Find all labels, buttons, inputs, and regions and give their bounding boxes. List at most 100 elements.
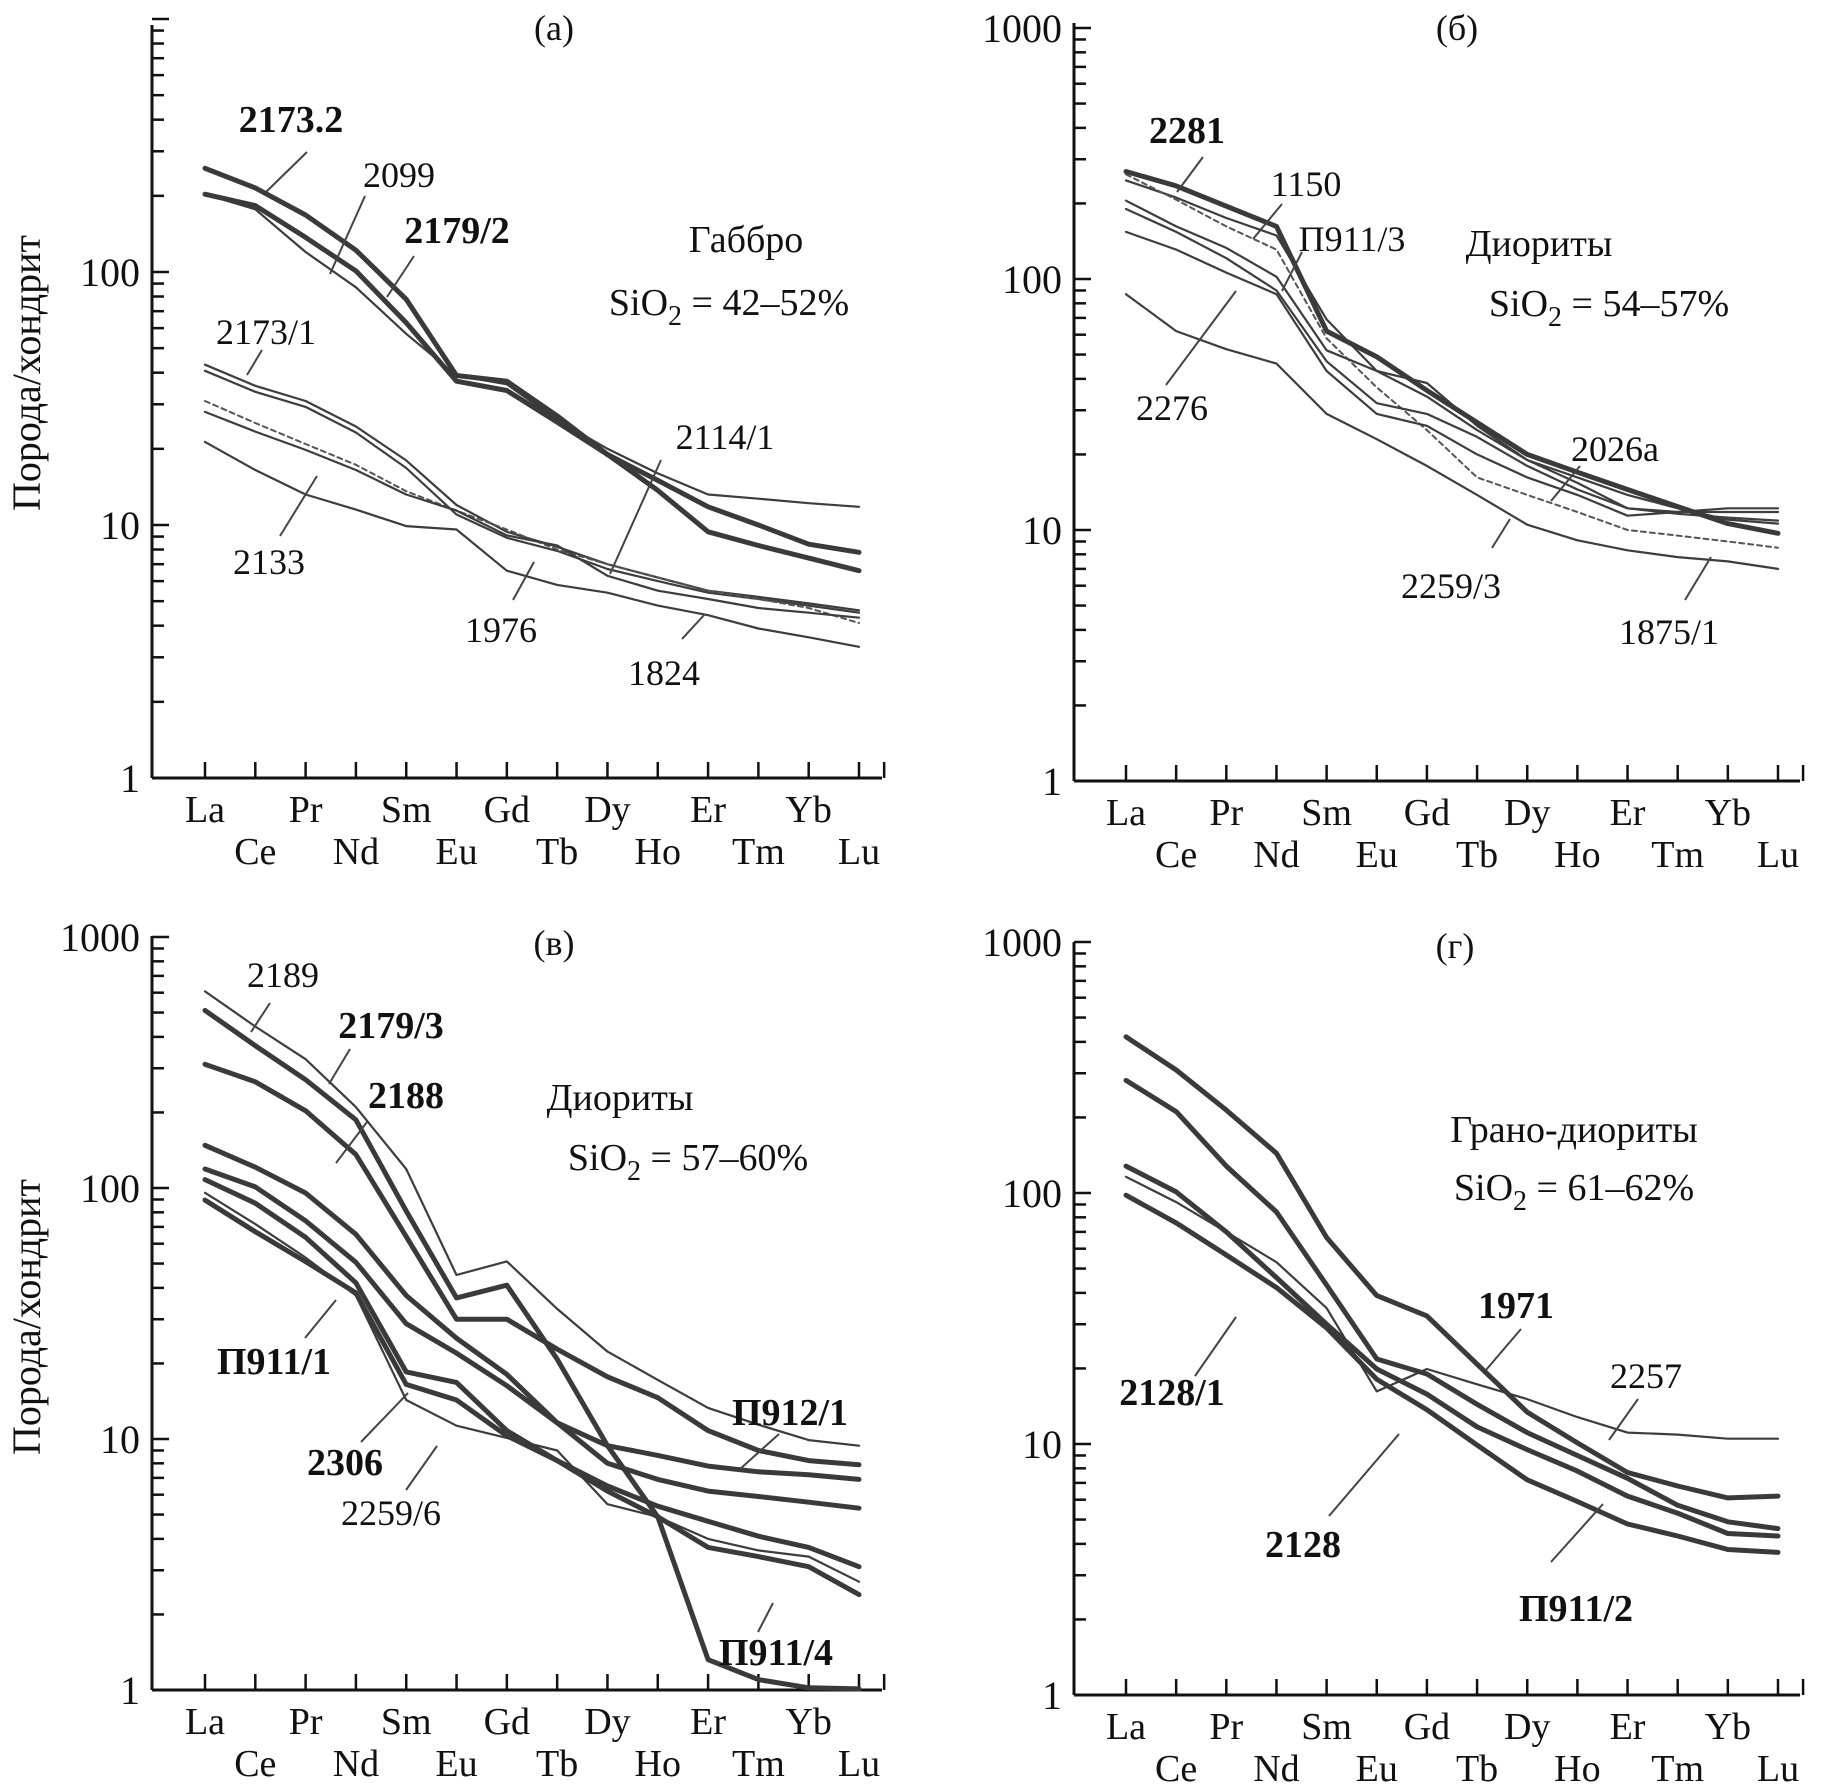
silica-formula: SiO <box>568 1137 627 1179</box>
x-tick-label-pr: Pr <box>289 789 323 831</box>
x-tick-label-tm: Tm <box>1651 834 1704 876</box>
label-leader-line <box>1165 290 1237 386</box>
x-tick-label-ce: Ce <box>1155 1748 1197 1790</box>
series-line-2259-6 <box>203 1191 861 1583</box>
x-tick-label-er: Er <box>690 1701 726 1743</box>
label-leader-line <box>1550 465 1581 502</box>
sample-label: 2257 <box>1610 1356 1682 1396</box>
x-tick-label-lu: Lu <box>1757 834 1799 876</box>
label-leader-line <box>1684 556 1712 601</box>
rock-type-title: Диориты <box>1466 223 1613 265</box>
silica-range: = 57–60% <box>641 1137 808 1179</box>
series-line-2188 <box>202 1061 862 1468</box>
x-tick-label-gd: Gd <box>484 1701 530 1743</box>
series-line-2173-2 <box>202 165 862 555</box>
y-tick-label: 1 <box>120 756 140 801</box>
silica-range: = 42–52% <box>682 282 849 324</box>
sample-label: 2276 <box>1136 388 1208 428</box>
y-tick-label: 10 <box>1022 1422 1062 1467</box>
series-line-П911-3 <box>1124 199 1780 514</box>
sample-label: 1150 <box>1271 164 1342 204</box>
x-tick-label-er: Er <box>1610 792 1646 834</box>
series-line-1971 <box>1123 1034 1781 1501</box>
label-leader-line <box>304 1299 337 1339</box>
sample-label: 2189 <box>247 955 319 995</box>
series-line-2133 <box>203 410 861 619</box>
x-tick-label-la: La <box>1106 792 1146 834</box>
label-leader-line <box>246 349 263 376</box>
label-leader-line <box>1485 1328 1522 1371</box>
x-tick-label-sm: Sm <box>1301 1706 1352 1748</box>
label-leader-line <box>739 1433 780 1470</box>
x-tick-label-er: Er <box>1610 1706 1646 1748</box>
label-leader-line <box>360 1392 409 1443</box>
y-tick-label: 10 <box>100 503 140 548</box>
x-tick-label-tb: Tb <box>1456 1748 1498 1790</box>
silica-range-label: SiO2 = 54–57% <box>1489 283 1729 333</box>
x-tick-label-eu: Eu <box>1356 834 1398 876</box>
label-leader-line <box>1550 1503 1604 1563</box>
sample-label: 2128 <box>1265 1524 1341 1566</box>
y-tick-label: 1000 <box>982 920 1062 965</box>
label-leader-line <box>757 1602 774 1633</box>
rock-type-title: Грано-диориты <box>1450 1109 1698 1151</box>
y-axis-title: Порода/хондрит <box>4 235 49 511</box>
rock-type-title: Диориты <box>547 1077 694 1119</box>
series-line-2179-2 <box>202 191 862 574</box>
label-leader-line <box>328 1048 351 1085</box>
sample-label: П911/3 <box>1299 219 1406 259</box>
sample-label: 2259/6 <box>341 1493 441 1533</box>
label-leader-line <box>1491 518 1511 549</box>
x-tick-label-ho: Ho <box>635 1743 681 1785</box>
label-leader-line <box>1281 251 1303 292</box>
label-leader-line <box>1608 1398 1639 1441</box>
y-tick-label: 1 <box>120 1668 140 1713</box>
series-line-П912-1 <box>202 1142 862 1482</box>
x-tick-label-pr: Pr <box>1209 1706 1243 1748</box>
x-tick-label-ho: Ho <box>1554 834 1600 876</box>
sample-label: 2128/1 <box>1119 1372 1225 1414</box>
y-tick-label: 1 <box>1042 759 1062 804</box>
silica-formula: SiO <box>1454 1167 1513 1209</box>
x-tick-label-dy: Dy <box>1504 792 1550 834</box>
sample-label: 1875/1 <box>1619 612 1719 652</box>
sample-label: 2173/1 <box>216 312 316 352</box>
sample-label: 2179/2 <box>404 210 510 252</box>
x-tick-label-la: La <box>185 1701 225 1743</box>
x-tick-label-lu: Lu <box>1757 1748 1799 1790</box>
series-line-2281 <box>1123 169 1781 536</box>
sample-label: 2026а <box>1571 429 1659 469</box>
x-tick-label-tm: Tm <box>732 831 785 873</box>
label-leader-line <box>250 1002 271 1033</box>
label-leader-line <box>512 561 535 601</box>
x-tick-label-lu: Lu <box>838 831 880 873</box>
y-axis-title: Порода/хондрит <box>4 1179 49 1455</box>
x-tick-label-ce: Ce <box>1155 834 1197 876</box>
sample-label: 2306 <box>307 1442 383 1484</box>
x-tick-label-gd: Gd <box>1404 1706 1450 1748</box>
silica-subscript: 2 <box>1548 302 1562 333</box>
series-line-2026а <box>1124 207 1780 522</box>
sample-label: П911/4 <box>719 1632 833 1674</box>
sample-label: 2133 <box>233 542 305 582</box>
x-tick-label-tm: Tm <box>732 1743 785 1785</box>
label-leader-line <box>1194 1316 1237 1377</box>
x-tick-label-tm: Tm <box>1651 1748 1704 1790</box>
label-leader-line <box>609 459 662 575</box>
silica-subscript: 2 <box>627 1156 641 1187</box>
silica-subscript: 2 <box>668 301 682 332</box>
series-line-1824 <box>203 440 861 648</box>
sample-label: 1971 <box>1478 1285 1554 1327</box>
x-tick-label-la: La <box>185 789 225 831</box>
series-line-П911-2 <box>1123 1163 1781 1539</box>
silica-range-label: SiO2 = 42–52% <box>609 282 849 332</box>
sample-label: 1824 <box>628 653 700 693</box>
series-line-2259-3 <box>1124 293 1780 571</box>
label-leader-line <box>681 613 706 640</box>
series-line-2128-1 <box>1123 1192 1781 1555</box>
sample-label: П911/1 <box>217 1341 331 1383</box>
x-tick-label-pr: Pr <box>289 1701 323 1743</box>
label-leader-line <box>265 151 308 193</box>
panel-tag: (в) <box>534 923 575 963</box>
label-leader-line <box>1176 156 1204 193</box>
